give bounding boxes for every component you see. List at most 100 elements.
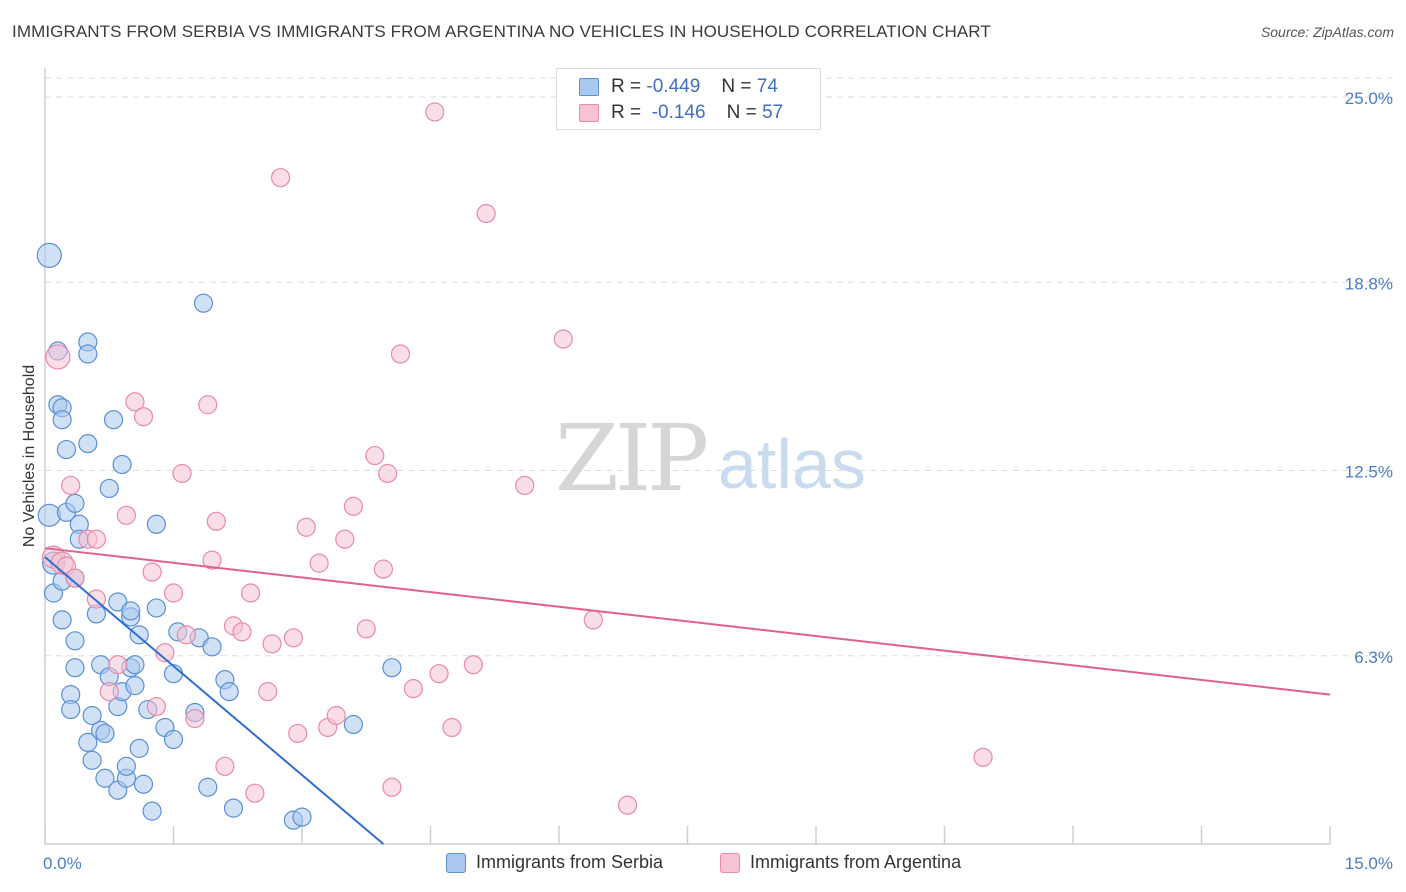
argentina-point — [232, 622, 252, 642]
argentina-point — [309, 553, 329, 573]
correlation-legend: R = -0.449 N = 74 R = -0.146 N = 57 — [556, 68, 821, 130]
r-value: -0.146 — [651, 102, 706, 123]
argentina-point — [176, 625, 196, 645]
legend-row-argentina: R = -0.146 N = 57 — [579, 100, 783, 126]
argentina-point — [583, 610, 603, 630]
argentina-point — [185, 708, 205, 729]
argentina-point — [343, 496, 363, 516]
serbia-point — [78, 732, 98, 753]
serbia-swatch — [579, 78, 599, 96]
argentina-point — [429, 664, 449, 684]
x-tick-label: 15.0% — [1345, 854, 1393, 873]
serbia-point — [129, 625, 149, 645]
argentina-point — [133, 407, 154, 427]
argentina-point — [146, 696, 166, 717]
argentina-point — [142, 562, 162, 582]
serbia-point — [65, 658, 85, 678]
argentina-point — [335, 529, 355, 549]
serbia-point — [82, 750, 102, 770]
serbia-point — [223, 798, 244, 818]
serbia-point — [292, 807, 312, 827]
y-tick-label: 12.5% — [1345, 463, 1393, 482]
argentina-point — [617, 795, 638, 815]
serbia-point — [112, 454, 132, 475]
source-credit: Source: ZipAtlas.com — [1260, 24, 1394, 40]
serbia-point — [52, 610, 72, 630]
serbia-point — [146, 598, 166, 618]
r-label: R = — [611, 102, 642, 123]
serbia-point — [133, 774, 154, 794]
argentina-point — [373, 559, 393, 579]
serbia-point — [146, 514, 166, 534]
argentina-point — [283, 628, 304, 648]
trend-lines — [44, 547, 1331, 845]
argentina-point — [258, 682, 278, 702]
argentina-point — [463, 655, 483, 675]
serbia-point — [36, 242, 62, 268]
legend-row-serbia: R = -0.449 N = 74 — [579, 74, 778, 100]
serbia-point — [56, 439, 77, 460]
serbia-point — [121, 601, 141, 621]
argentina-legend-label: Immigrants from Argentina — [750, 852, 962, 872]
legend-argentina: Immigrants from Argentina — [720, 852, 961, 873]
serbia-legend-swatch — [446, 852, 466, 873]
y-axis-label: No Vehicles in Household — [21, 365, 38, 547]
argentina-point — [378, 463, 398, 484]
serbia-point — [163, 729, 184, 750]
n-value: 74 — [756, 76, 778, 97]
serbia-point — [99, 478, 119, 499]
argentina-point — [262, 634, 282, 654]
argentina-point — [99, 682, 119, 702]
argentina-point — [125, 392, 145, 412]
argentina-point — [198, 395, 218, 415]
n-label: N = — [726, 102, 757, 123]
data-points — [36, 102, 993, 830]
argentina-point — [356, 619, 376, 639]
argentina-point — [365, 445, 385, 466]
watermark: ZIP atlas — [555, 405, 866, 512]
serbia-point — [129, 738, 149, 758]
y-tick-label: 25.0% — [1345, 89, 1393, 108]
r-label: R = — [611, 76, 642, 97]
argentina-point — [270, 168, 291, 188]
serbia-trend-line — [44, 556, 385, 845]
argentina-point — [65, 568, 85, 588]
argentina-point — [116, 505, 136, 525]
serbia-point — [198, 777, 218, 797]
argentina-point — [245, 783, 265, 803]
serbia-point — [52, 410, 72, 430]
serbia-point — [125, 676, 145, 696]
argentina-swatch — [579, 104, 599, 122]
argentina-point — [515, 475, 535, 496]
serbia-point — [125, 655, 145, 675]
serbia-point — [343, 714, 363, 735]
argentina-point — [172, 463, 192, 484]
serbia-point — [103, 410, 124, 430]
serbia-point — [61, 699, 81, 720]
watermark-zip: ZIP — [555, 405, 706, 512]
serbia-point — [37, 503, 61, 527]
serbia-point — [95, 768, 115, 788]
argentina-point — [206, 511, 226, 531]
serbia-point — [78, 344, 98, 364]
serbia-point — [82, 705, 102, 726]
argentina-point — [326, 705, 346, 726]
argentina-point — [425, 102, 445, 122]
argentina-point — [382, 777, 402, 797]
argentina-point — [296, 517, 316, 537]
argentina-point — [288, 723, 308, 744]
argentina-legend-swatch — [720, 852, 740, 873]
chart-title: IMMIGRANTS FROM SERBIA VS IMMIGRANTS FRO… — [12, 22, 991, 41]
legend-serbia: Immigrants from Serbia — [446, 852, 663, 873]
serbia-point — [65, 493, 85, 513]
y-tick-label: 6.3% — [1354, 648, 1393, 667]
argentina-point — [108, 655, 128, 675]
argentina-point — [202, 550, 222, 570]
serbia-legend-label: Immigrants from Serbia — [476, 852, 664, 872]
argentina-point — [476, 203, 496, 224]
n-label: N = — [721, 76, 752, 97]
serbia-point — [65, 631, 85, 651]
gridlines — [45, 77, 1395, 657]
r-value: -0.449 — [646, 76, 701, 97]
